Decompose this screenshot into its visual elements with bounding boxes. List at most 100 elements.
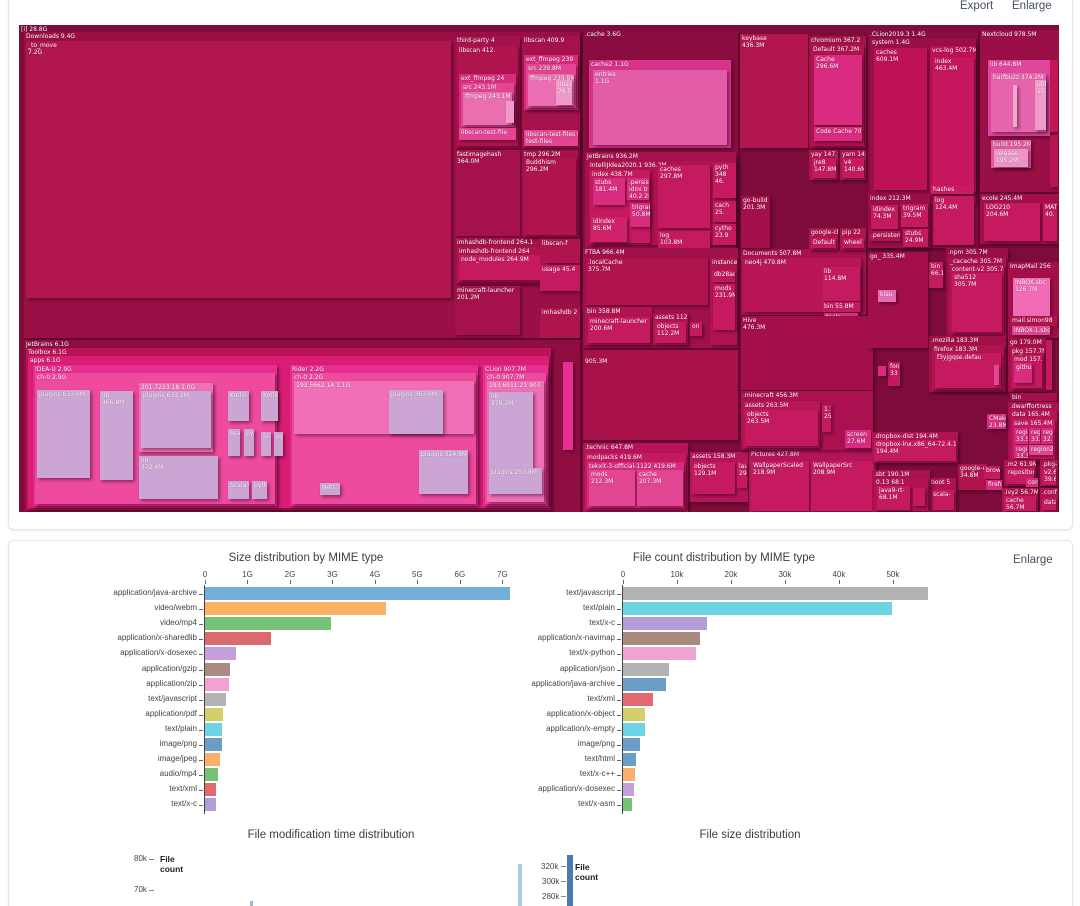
treemap-block[interactable]: usage 45.4 xyxy=(540,265,580,291)
treemap-block[interactable]: LOG210 204.6M xyxy=(984,203,1040,241)
treemap-block[interactable]: fastimagehash 364.0M xyxy=(455,150,520,236)
treemap-block[interactable]: db28ac3c-8 xyxy=(712,270,735,282)
treemap-block[interactable]: plugins 633.6M xyxy=(37,390,90,478)
treemap-block[interactable]: brow xyxy=(984,466,1000,479)
treemap-block[interactable]: minecraft-launcher 200.6M xyxy=(588,317,650,343)
treemap-block[interactable]: cytho 23.9 xyxy=(713,224,736,245)
export-button[interactable]: Export xyxy=(960,0,994,12)
treemap-block[interactable]: py xyxy=(274,432,283,456)
treemap-block[interactable]: cach 25. xyxy=(713,201,736,222)
treemap-block[interactable]: githu xyxy=(1014,363,1032,383)
treemap-block[interactable]: 193.5662.14 1.1G xyxy=(294,381,474,434)
treemap-block[interactable]: entries 1.1G xyxy=(593,70,727,145)
treemap-block[interactable]: region2 xyxy=(1029,445,1053,455)
treemap-block[interactable]: util 103. xyxy=(1035,80,1046,130)
treemap-block[interactable]: Code Cache 70.6 xyxy=(814,127,862,141)
treemap-block[interactable]: stubs 181.4M xyxy=(593,178,625,205)
treemap-block[interactable]: keybase 436.3M xyxy=(740,34,808,148)
treemap-block[interactable]: f3yjgqse.defau xyxy=(935,353,1001,388)
treemap-block[interactable]: mods 231.9M xyxy=(713,284,735,330)
treemap-block[interactable]: regi 32. xyxy=(1041,428,1053,444)
treemap-block[interactable]: objects 112.2M xyxy=(655,322,686,343)
treemap-block[interactable] xyxy=(1050,60,1058,132)
treemap-block[interactable]: v4 140.6M xyxy=(842,158,864,178)
treemap-block[interactable]: minecraft-launcher 201.2M xyxy=(455,286,520,335)
treemap-block[interactable]: data xyxy=(1042,498,1056,510)
treemap-block[interactable]: Kotlin 1. xyxy=(228,391,249,421)
enlarge-treemap-button[interactable]: Enlarge xyxy=(1012,0,1052,12)
treemap-block[interactable]: Buddhism 296.2M xyxy=(524,158,576,235)
treemap-block[interactable] xyxy=(1013,85,1017,127)
treemap-block[interactable]: bin 66.1 xyxy=(929,262,943,288)
treemap-block[interactable]: idindex 74.3M xyxy=(871,205,898,229)
treemap-block[interactable]: libscan-test-files 6 test-files xyxy=(524,130,578,146)
treemap-block[interactable]: go_ 335.4M xyxy=(868,252,928,348)
treemap-block[interactable]: log 103.8M xyxy=(658,231,710,251)
treemap-block[interactable]: trigram 39.5M xyxy=(901,204,928,227)
treemap-block[interactable] xyxy=(506,101,514,123)
treemap-block[interactable]: libscan-test-file xyxy=(459,128,516,140)
treemap-block[interactable]: py xyxy=(244,429,254,456)
treemap-block[interactable]: log 124.4M xyxy=(933,196,974,245)
treemap-block[interactable]: 905.3M xyxy=(583,350,738,440)
treemap-block[interactable]: libav 76.5 xyxy=(556,80,572,105)
treemap[interactable]: [i] 28.8G Downloads 9.4G _to_move 7.2G thir… xyxy=(19,25,1059,512)
treemap-block[interactable]: go-build 201.3M xyxy=(741,196,770,248)
treemap-block[interactable]: regio 33.3 xyxy=(1014,445,1028,458)
treemap-block[interactable]: CMake 23.8M xyxy=(987,414,1006,429)
treemap-block[interactable] xyxy=(913,488,925,506)
treemap-block[interactable]: mail.simon98 xyxy=(1010,316,1057,326)
treemap-block[interactable]: con xyxy=(1026,478,1038,487)
treemap-block[interactable]: _to_move 7.2G xyxy=(26,41,451,298)
treemap-block[interactable]: imhashdb 2 xyxy=(540,308,580,338)
treemap-block[interactable]: firefox xyxy=(986,480,1002,490)
treemap-block[interactable]: hashes xyxy=(931,185,974,194)
treemap-block[interactable]: .persistent 73 xyxy=(869,231,900,241)
treemap-block[interactable]: cache 207.3M xyxy=(637,470,683,506)
treemap-block[interactable]: MAT 40. xyxy=(1043,203,1057,241)
treemap-block[interactable] xyxy=(563,362,573,450)
treemap-block[interactable]: plugins 633.2M xyxy=(141,391,211,448)
treemap-block[interactable]: bin 55.8M xyxy=(822,302,860,312)
treemap-block[interactable]: objects 129.1M xyxy=(692,462,735,494)
treemap-block[interactable] xyxy=(878,366,886,376)
treemap-block[interactable]: trigram.i 50.8M xyxy=(630,203,650,227)
treemap-block[interactable]: on xyxy=(690,322,702,336)
treemap-block[interactable]: regio 33.5 xyxy=(1014,428,1028,444)
treemap-block[interactable]: idindex 85.6M xyxy=(591,217,627,242)
treemap-block[interactable]: release 195.2M xyxy=(994,149,1028,167)
treemap-block[interactable]: Default xyxy=(811,238,836,248)
treemap-block[interactable]: scala- xyxy=(931,490,954,510)
treemap-block[interactable]: lau 29. xyxy=(737,462,747,488)
treemap-block[interactable]: Scala 6 xyxy=(228,481,249,499)
treemap-block[interactable]: caches 297.8M xyxy=(658,165,710,228)
treemap-block[interactable]: Netl xyxy=(320,483,340,495)
treemap-block[interactable]: libscan-f xyxy=(540,239,580,263)
treemap-block[interactable]: Kotlin xyxy=(261,391,278,421)
treemap-block[interactable]: v2.6 39.6 xyxy=(1042,468,1056,485)
treemap-block[interactable]: lib 114.8M xyxy=(822,267,860,301)
treemap-block[interactable]: plugins 324.8M xyxy=(419,450,468,494)
treemap-block[interactable]: lib 372.4M xyxy=(139,456,218,499)
treemap-block[interactable]: sha512 305.7M xyxy=(952,273,1002,332)
treemap-block[interactable]: Scal xyxy=(228,429,240,456)
treemap-block[interactable]: dropbox-lnx.x86_64-72.4.136 194.4M xyxy=(874,440,956,461)
treemap-block[interactable]: INBOX.sbc 126.7M xyxy=(1013,278,1050,316)
treemap-block[interactable]: ffmpeg 243.1M xyxy=(463,92,512,125)
treemap-block[interactable]: mods 212.3M xyxy=(589,470,635,506)
treemap-block[interactable]: .localCache 375.7M xyxy=(586,258,708,305)
treemap-block[interactable]: plugins 250.8M xyxy=(489,468,542,494)
treemap-block[interactable]: Hive 476.3M xyxy=(741,316,873,390)
treemap-block[interactable] xyxy=(994,365,999,385)
treemap-block[interactable]: java9-rt- 68.1M xyxy=(877,486,910,510)
treemap-block[interactable]: pyth 348 46. xyxy=(713,163,736,198)
treemap-block[interactable]: pyth xyxy=(252,481,267,499)
treemap-block[interactable]: lib 366.8M xyxy=(100,391,133,480)
treemap-block[interactable]: WallpaperScaled 218.9M xyxy=(751,461,809,511)
treemap-block[interactable] xyxy=(1050,135,1058,187)
treemap-block[interactable]: bin xyxy=(1010,393,1057,401)
treemap-block[interactable]: google-c 34.8M xyxy=(958,464,987,490)
treemap-block[interactable]: jre8 147.8M xyxy=(812,158,836,178)
treemap-block[interactable]: klau xyxy=(878,290,896,302)
treemap-block[interactable]: index 463.4M xyxy=(933,57,974,185)
